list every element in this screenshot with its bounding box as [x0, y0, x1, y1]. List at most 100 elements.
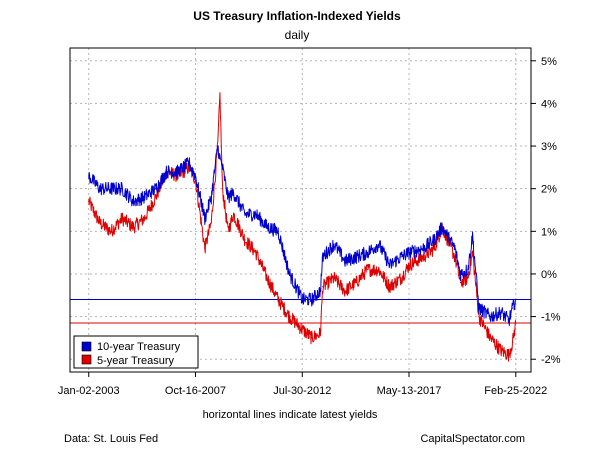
plot-frame: [69, 47, 532, 373]
x-tick-label: Oct-16-2007: [165, 385, 226, 397]
y-tick-label: -2%: [541, 354, 561, 366]
data-point-10yr: [355, 256, 357, 258]
data-point-5yr: [511, 341, 514, 343]
data-point-10yr: [454, 247, 456, 249]
x-axis: Jan-02-2003 Oct-16-2007 Jul-30-2012 May-13-…: [58, 372, 547, 397]
data-point-5yr: [311, 337, 313, 339]
data-point-10yr: [110, 188, 112, 190]
data-point-10yr: [132, 200, 135, 203]
data-point-5yr: [121, 217, 123, 220]
credit-note: CapitalSpectator.com: [420, 433, 525, 445]
data-point-10yr: [400, 256, 402, 258]
legend-box: [73, 335, 199, 369]
data-point-10yr: [471, 234, 474, 237]
y-tick-label: -1%: [541, 312, 561, 324]
data-point-5yr: [378, 269, 380, 271]
data-point-10yr: [422, 247, 424, 249]
data-point-5yr: [508, 354, 510, 356]
data-point-5yr: [232, 213, 235, 215]
source-note: Data: St. Louis Fed: [64, 433, 158, 445]
data-point-5yr: [204, 247, 206, 249]
data-point-10yr: [319, 290, 321, 292]
data-point-10yr: [459, 273, 462, 275]
data-point-10yr: [155, 188, 157, 190]
data-point-10yr: [344, 260, 346, 262]
data-point-5yr: [400, 277, 402, 279]
data-point-5yr: [467, 277, 469, 279]
data-point-5yr: [277, 298, 279, 301]
data-point-5yr: [366, 269, 368, 271]
data-point-10yr: [277, 230, 279, 232]
data-point-5yr: [408, 264, 410, 267]
chart-title: US Treasury Inflation-Indexed Yields: [193, 9, 401, 23]
data-point-10yr: [194, 175, 197, 177]
x-tick-label: Feb-25-2022: [484, 385, 547, 397]
x-tick-label: May-13-2017: [377, 385, 442, 397]
data-point-5yr: [471, 252, 474, 254]
x-tick-label: Jul-30-2012: [273, 385, 331, 397]
chart-subtitle: daily: [285, 28, 310, 42]
data-point-10yr: [232, 192, 235, 194]
data-point-5yr: [143, 217, 145, 220]
data-point-5yr: [301, 328, 303, 330]
data-point-10yr: [210, 196, 212, 198]
data-point-10yr: [433, 239, 435, 241]
x-axis-label: horizontal lines indicate latest yields: [203, 409, 378, 421]
data-point-10yr: [219, 158, 221, 160]
data-point-10yr: [378, 243, 380, 245]
data-point-5yr: [344, 290, 346, 292]
data-point-10yr: [500, 311, 502, 313]
data-point-10yr: [244, 213, 246, 215]
data-point-5yr: [322, 286, 324, 288]
series-lines: [88, 92, 517, 362]
data-point-10yr: [255, 213, 257, 215]
data-point-10yr: [188, 162, 190, 164]
data-point-5yr: [132, 226, 135, 228]
data-point-5yr: [110, 230, 112, 232]
data-point-10yr: [478, 307, 480, 309]
data-point-10yr: [177, 171, 179, 173]
y-tick-label: 2%: [541, 184, 557, 196]
data-point-5yr: [478, 315, 480, 318]
data-point-10yr: [217, 145, 219, 147]
y-tick-label: 4%: [541, 98, 557, 110]
y-tick-label: 1%: [541, 226, 557, 238]
data-point-10yr: [408, 252, 410, 254]
grid: [70, 48, 531, 372]
data-point-5yr: [489, 337, 491, 339]
y-axis: 5% 4% 3% 2% 1% 0% -1% -2%: [531, 56, 561, 366]
data-point-5yr: [244, 239, 246, 241]
data-point-10yr: [288, 273, 291, 275]
data-point-5yr: [433, 247, 435, 249]
data-point-10yr: [489, 315, 491, 318]
x-tick-label: Jan-02-2003: [58, 385, 120, 397]
data-point-5yr: [155, 196, 157, 198]
legend-swatch-10yr: [81, 341, 92, 352]
data-point-5yr: [221, 188, 224, 190]
y-tick-label: 3%: [541, 141, 557, 153]
data-point-5yr: [227, 230, 229, 232]
data-point-5yr: [288, 315, 291, 318]
data-point-10yr: [311, 298, 313, 301]
data-point-5yr: [355, 281, 357, 284]
data-point-10yr: [266, 226, 268, 228]
data-point-10yr: [333, 243, 335, 245]
series-line-5yr: [88, 92, 517, 362]
data-point-10yr: [508, 320, 510, 322]
data-point-5yr: [88, 200, 90, 203]
data-point-10yr: [121, 188, 123, 190]
data-point-10yr: [221, 166, 224, 168]
data-point-5yr: [515, 322, 517, 324]
data-point-10yr: [301, 298, 303, 301]
data-point-5yr: [319, 333, 321, 335]
legend: 10-year Treasury 5-year Treasury: [73, 335, 199, 369]
data-point-5yr: [389, 286, 391, 288]
data-point-5yr: [266, 277, 268, 279]
data-point-10yr: [511, 307, 514, 309]
data-point-10yr: [322, 256, 324, 258]
data-point-5yr: [219, 94, 221, 96]
data-point-5yr: [210, 222, 212, 224]
legend-label-10yr: 10-year Treasury: [97, 341, 181, 353]
data-point-10yr: [515, 298, 517, 301]
